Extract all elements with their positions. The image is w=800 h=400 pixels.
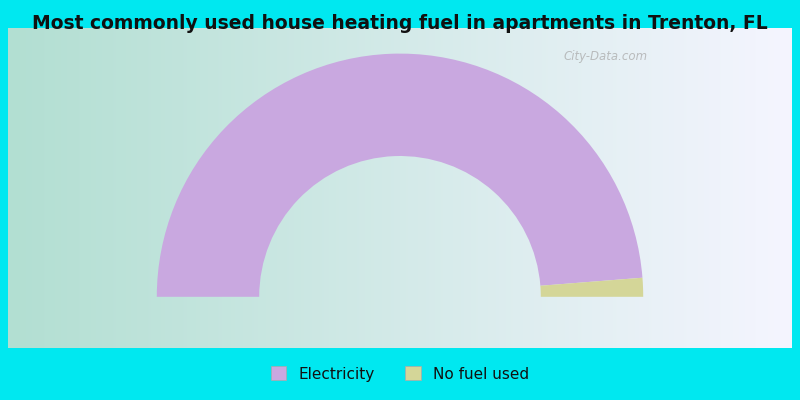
Wedge shape [540,278,643,297]
Text: City-Data.com: City-Data.com [563,50,647,63]
Text: Most commonly used house heating fuel in apartments in Trenton, FL: Most commonly used house heating fuel in… [32,14,768,33]
Wedge shape [157,54,642,297]
Legend: Electricity, No fuel used: Electricity, No fuel used [265,360,535,388]
